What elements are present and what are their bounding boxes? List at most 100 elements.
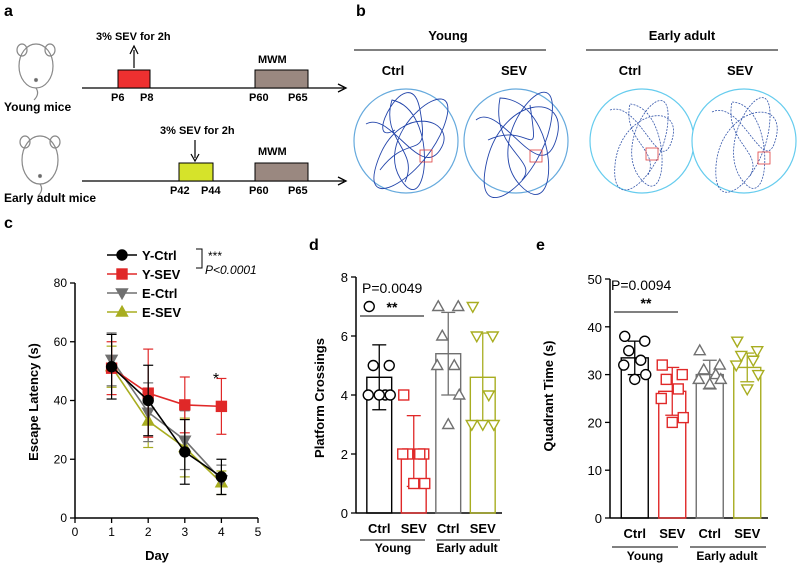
adult-mice-label: Early adult mice bbox=[4, 191, 96, 205]
young-tick-p6: P6 bbox=[111, 92, 124, 104]
chart-e-category-label: SEV bbox=[734, 526, 760, 541]
series-y-sev-line bbox=[111, 367, 222, 408]
young-mwm-box bbox=[254, 69, 309, 89]
chart-e-data-point bbox=[729, 360, 743, 373]
chart-e-ytick-label: 10 bbox=[588, 463, 602, 478]
chart-c-sig-pvalue: P<0.0001 bbox=[205, 263, 257, 277]
chart-d-marks: Ctrl SEV Ctrl SEV bbox=[362, 299, 501, 536]
panel-c-label: c bbox=[4, 215, 13, 232]
chart-e-data-point bbox=[746, 355, 760, 368]
swim-track-young-ctrl bbox=[353, 88, 459, 194]
chart-e-data-point bbox=[730, 336, 744, 349]
chart-c-xtick-label: 2 bbox=[145, 525, 152, 539]
legend-y-ctrl-label: Y-Ctrl bbox=[142, 248, 177, 263]
chart-d-data-point bbox=[465, 419, 479, 432]
adult-mwm-box bbox=[254, 162, 309, 182]
chart-e-axes: 0 10 20 30 40 50 bbox=[588, 272, 768, 526]
chart-d-data-point bbox=[487, 419, 501, 432]
chart-d-category-label: Ctrl bbox=[437, 521, 459, 536]
chart-d-ytick-label: 2 bbox=[341, 447, 348, 462]
chart-d-data-point bbox=[383, 359, 395, 372]
chart-c-axes: 0 20 40 60 80 0 1 2 3 4 5 bbox=[54, 276, 262, 539]
young-tick-p65: P65 bbox=[288, 92, 308, 104]
panel-d: d Platform Crossings 0 2 4 6 8 Ctrl SEV Ctrl SE… bbox=[309, 237, 502, 555]
adult-tick-p60: P60 bbox=[249, 185, 269, 197]
chart-e-ytick-label: 30 bbox=[588, 368, 602, 383]
chart-e-data-point bbox=[714, 372, 728, 385]
chart-d-category-label: SEV bbox=[401, 521, 427, 536]
chart-d-data-point bbox=[447, 358, 461, 371]
chart-d-ylabel: Platform Crossings bbox=[312, 338, 327, 458]
chart-e-data-point bbox=[676, 368, 688, 381]
legend-y-sev-label: Y-SEV bbox=[142, 267, 181, 282]
series-y-ctrl-point bbox=[215, 471, 228, 483]
chart-d-data-point bbox=[470, 331, 484, 344]
chart-e-category-label: Ctrl bbox=[624, 526, 646, 541]
track-label-adult-ctrl: Ctrl bbox=[619, 63, 641, 78]
adult-tick-p42: P42 bbox=[170, 185, 190, 197]
chart-e-data-point bbox=[703, 376, 717, 389]
chart-d-data-point bbox=[486, 331, 500, 344]
chart-e-data-point bbox=[692, 372, 706, 385]
chart-d-data-point bbox=[373, 389, 385, 401]
panel-a-label: a bbox=[4, 3, 13, 20]
young-mwm-label: MWM bbox=[258, 54, 287, 66]
chart-d-pvalue: P=0.0049 bbox=[362, 280, 423, 296]
chart-d-sig-stars: ** bbox=[387, 299, 398, 315]
legend-y-ctrl-marker bbox=[116, 249, 128, 261]
chart-d-ytick-label: 0 bbox=[341, 506, 348, 521]
chart-d-data-point bbox=[452, 387, 466, 400]
chart-d-data-point bbox=[430, 358, 444, 371]
chart-e-sig-stars: ** bbox=[641, 295, 652, 311]
chart-c-xtick-label: 1 bbox=[108, 525, 115, 539]
chart-c-xtick-label: 3 bbox=[181, 525, 188, 539]
chart-c-legend: Y-Ctrl Y-SEV E-Ctrl E-SEV bbox=[107, 248, 181, 320]
chart-d-ytick-label: 8 bbox=[341, 270, 348, 285]
chart-e-category-label: SEV bbox=[659, 526, 685, 541]
chart-c-xtick-label: 5 bbox=[255, 525, 262, 539]
series-y-ctrl-point bbox=[105, 361, 118, 373]
chart-e-data-point bbox=[629, 373, 641, 386]
chart-c-xtick-label: 4 bbox=[218, 525, 225, 539]
chart-e-data-point bbox=[655, 392, 667, 405]
adult-exposure-box bbox=[178, 162, 214, 182]
adult-tick-p44: P44 bbox=[201, 185, 221, 197]
chart-e-data-point bbox=[640, 368, 652, 381]
chart-c-marks bbox=[104, 332, 229, 496]
panel-c: c Escape Latency (s) Day 0 20 40 60 80 0 1 2 3 4 5… bbox=[4, 215, 262, 563]
chart-d-data-point bbox=[408, 477, 420, 490]
chart-d-data-point bbox=[397, 448, 409, 460]
young-exposure-arrowhead bbox=[129, 44, 139, 55]
track-label-young-sev: SEV bbox=[501, 63, 527, 78]
chart-c-day4-star: * bbox=[213, 371, 219, 388]
chart-d-data-point bbox=[466, 301, 480, 314]
legend-e-ctrl-marker bbox=[115, 288, 129, 301]
chart-e-data-point bbox=[709, 367, 723, 380]
legend-e-sev-marker bbox=[115, 304, 129, 317]
chart-e-data-point bbox=[656, 359, 668, 371]
chart-e-data-point bbox=[623, 345, 635, 357]
chart-e-marks: Ctrl SEV Ctrl SEV bbox=[618, 330, 765, 541]
panel-e-label: e bbox=[536, 237, 545, 254]
group-adult-label: Early adult bbox=[649, 28, 716, 43]
chart-e-data-point bbox=[635, 354, 647, 366]
chart-c-ytick-label: 0 bbox=[60, 511, 67, 525]
chart-d-data-point bbox=[363, 300, 375, 313]
chart-e-ytick-label: 20 bbox=[588, 415, 602, 430]
series-y-ctrl-line bbox=[111, 366, 222, 478]
swim-track-adult-ctrl bbox=[589, 88, 695, 194]
chart-e-bar bbox=[695, 373, 724, 519]
adult-tick-p65: P65 bbox=[288, 185, 308, 197]
young-tick-p8: P8 bbox=[140, 92, 153, 104]
track-label-young-ctrl: Ctrl bbox=[382, 63, 404, 78]
chart-e-data-point bbox=[713, 357, 727, 370]
chart-d-data-point bbox=[431, 299, 445, 312]
adult-mouse-icon bbox=[19, 135, 61, 197]
panel-b: b Young Early adult Ctrl SEV Ctrl SEV bbox=[353, 3, 797, 198]
chart-d-data-point bbox=[419, 477, 431, 490]
young-mice-label: Young mice bbox=[4, 100, 71, 114]
chart-e-data-point bbox=[672, 383, 684, 395]
chart-d-data-point bbox=[476, 419, 490, 432]
young-tick-p60: P60 bbox=[249, 92, 269, 104]
